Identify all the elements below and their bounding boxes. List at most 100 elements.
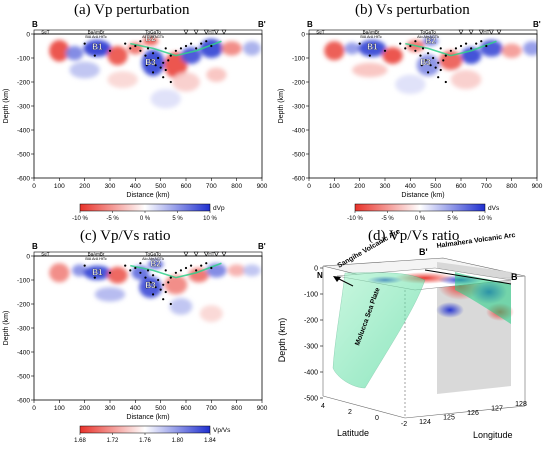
- section-end-label: B': [533, 20, 541, 29]
- earthquake-point: [124, 42, 127, 45]
- volcano-marker: [221, 251, 227, 257]
- colorbar-tick-label: -10 %: [347, 216, 363, 222]
- x-tick-label: 600: [181, 405, 192, 412]
- anomaly-cell-3: [107, 266, 128, 284]
- colorbar: [79, 425, 211, 434]
- volcano-marker: [468, 29, 474, 35]
- latitude-tick-label: 2: [348, 409, 352, 416]
- volcano-marker: [213, 251, 219, 257]
- y-tick-label: -200: [17, 80, 30, 87]
- earthquake-point: [139, 262, 142, 265]
- earthquake-point: [368, 54, 371, 57]
- x-tick-label: 400: [130, 405, 141, 412]
- y-tick-label: -500: [17, 152, 30, 159]
- y-tick-label: -300: [17, 104, 30, 111]
- region-label: BiA ArA HtTc: [85, 257, 106, 261]
- earthquake-point: [93, 276, 96, 279]
- colorbar-tick-label: 10 %: [478, 216, 492, 222]
- section-start-label: B: [307, 20, 313, 29]
- x-tick-label: 0: [32, 405, 36, 412]
- y-tick-label: -600: [292, 176, 305, 183]
- y-tick-label: -100: [17, 56, 30, 63]
- anomaly-label-b1: B1: [367, 42, 378, 51]
- earthquake-point: [144, 54, 147, 57]
- anomaly-cell-11: [523, 41, 537, 56]
- x-axis-label: Distance (km): [126, 192, 169, 199]
- colorbar-tick-label: -10 %: [72, 216, 88, 222]
- y-tick-label: -500: [17, 374, 30, 381]
- earthquake-point: [149, 59, 152, 62]
- anomaly-cell-8: [188, 268, 209, 283]
- earthquake-point: [205, 40, 208, 43]
- section-end-label: B': [258, 242, 266, 251]
- earthquake-point: [108, 271, 112, 274]
- eastern-slab: [455, 272, 511, 324]
- slab-line: [405, 40, 497, 57]
- depth-axis: 0 -100 -200 -300 -400 -500: [304, 266, 323, 403]
- anomaly-cell-7: [164, 275, 188, 295]
- anomaly-cell-10: [227, 264, 246, 277]
- earthquake-point: [454, 47, 458, 50]
- region-label: BiA ArA HtTc: [360, 35, 381, 39]
- depth-tick-label: -300: [304, 344, 318, 351]
- anomaly-label-b1: B1: [92, 42, 103, 51]
- region-label: HT: [208, 30, 214, 35]
- earthquake-point: [151, 71, 155, 74]
- earthquake-point: [189, 264, 193, 267]
- depth-tick-label: -100: [304, 292, 318, 299]
- earthquake-point: [429, 64, 432, 67]
- earthquake-point: [444, 80, 447, 84]
- x-tick-label: 200: [354, 183, 365, 190]
- anomaly-cell-2: [358, 40, 387, 57]
- anomaly-cell-3: [382, 47, 403, 64]
- longitude-tick-label: 127: [491, 406, 503, 413]
- earthquake-point: [169, 54, 172, 57]
- earthquake-point: [426, 52, 430, 55]
- earthquake-point: [485, 44, 488, 48]
- earthquake-point: [200, 42, 203, 45]
- region-label: ToGaTo: [420, 30, 436, 35]
- x-tick-label: 400: [405, 183, 416, 190]
- x-tick-label: 700: [206, 183, 217, 190]
- earthquake-point: [424, 59, 427, 62]
- earthquake-point: [167, 59, 170, 62]
- x-tick-label: 300: [105, 405, 116, 412]
- earthquake-point: [404, 47, 407, 50]
- anomaly-label-b2: B2: [150, 260, 161, 269]
- anomaly-cell-1: [344, 42, 360, 55]
- earthquake-point: [83, 264, 86, 267]
- earthquake-point: [164, 269, 167, 272]
- earthquake-point: [200, 264, 203, 267]
- anomaly-cell-0: [49, 263, 70, 283]
- y-tick-label: -200: [17, 302, 30, 309]
- volcano-marker: [203, 29, 209, 35]
- earthquake-point: [134, 266, 137, 270]
- earthquake-point: [437, 61, 440, 64]
- earthquake-point: [83, 42, 86, 45]
- earthquake-point: [470, 47, 473, 50]
- tomography-b: [324, 36, 537, 94]
- earthquake-point: [162, 61, 165, 64]
- latitude-tick-label: -2: [401, 421, 407, 428]
- x-tick-label: 700: [481, 183, 492, 190]
- anomaly-cell-8: [461, 47, 482, 64]
- colorbar-tick-label: 5 %: [172, 216, 183, 222]
- depth-tick-label: -500: [304, 396, 318, 403]
- panel-b-title: (b) Vs perturbation: [355, 2, 470, 18]
- x-tick-label: 800: [231, 405, 242, 412]
- earthquake-point: [159, 288, 162, 291]
- y-tick-label: -100: [292, 56, 305, 63]
- section-start-label: B: [32, 20, 38, 29]
- x-tick-label: 500: [155, 183, 166, 190]
- earthquake-point: [164, 68, 167, 72]
- depth-tick-label: 0: [314, 266, 318, 273]
- region-label: SeT: [41, 30, 50, 35]
- earthquake-point: [139, 49, 142, 52]
- slab-line: [130, 40, 222, 57]
- region-label: HT: [208, 252, 214, 257]
- volcano-marker: [213, 29, 219, 35]
- anomaly-cell-14: [199, 305, 223, 322]
- molucca-sea-plate: [332, 272, 426, 389]
- anomaly-cell-5: [142, 36, 159, 46]
